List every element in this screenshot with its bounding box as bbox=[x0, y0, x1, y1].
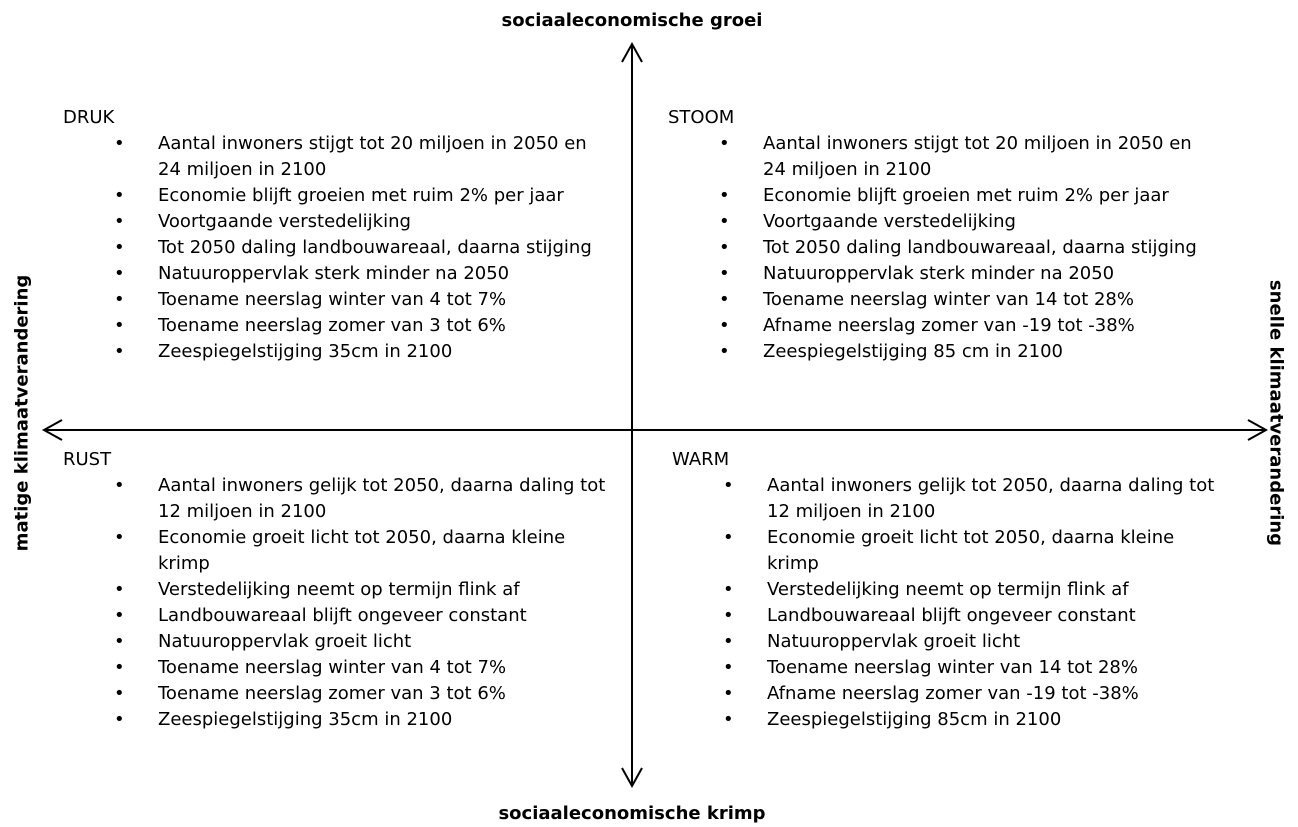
quadrant: RUSTAantal inwoners gelijk tot 2050, daa… bbox=[63, 447, 608, 733]
bullet-item: Natuuroppervlak groeit licht bbox=[723, 629, 1217, 655]
bullet-item: Toename neerslag winter van 14 tot 28% bbox=[719, 287, 1213, 313]
bullet-item: Afname neerslag zomer van -19 tot -38% bbox=[719, 313, 1213, 339]
bullet-item: Toename neerslag zomer van 3 tot 6% bbox=[114, 313, 608, 339]
bullet-item: Afname neerslag zomer van -19 tot -38% bbox=[723, 681, 1217, 707]
bullet-item: Voortgaande verstedelijking bbox=[114, 209, 608, 235]
bullet-item: Toename neerslag winter van 4 tot 7% bbox=[114, 287, 608, 313]
bullet-item: Tot 2050 daling landbouwareaal, daarna s… bbox=[114, 235, 608, 261]
bullet-item: Aantal inwoners gelijk tot 2050, daarna … bbox=[114, 473, 608, 525]
bullet-item: Toename neerslag winter van 4 tot 7% bbox=[114, 655, 608, 681]
axis-label-right: snelle klimaatverandering bbox=[1265, 279, 1287, 547]
bullet-item: Toename neerslag zomer van 3 tot 6% bbox=[114, 681, 608, 707]
bullet-item: Economie groeit licht tot 2050, daarna k… bbox=[114, 525, 608, 577]
quadrant: WARM Aantal inwoners gelijk tot 2050, daa… bbox=[672, 447, 1217, 733]
quadrant: STOOM Aantal inwoners stijgt tot 20 miljo… bbox=[668, 105, 1213, 365]
bullet-item: Zeespiegelstijging 35cm in 2100 bbox=[114, 339, 608, 365]
bullet-item: Aantal inwoners stijgt tot 20 miljoen in… bbox=[719, 131, 1213, 183]
bullet-item: Landbouwareaal blijft ongeveer constant bbox=[114, 603, 608, 629]
arrow-up bbox=[621, 41, 643, 63]
bullet-item: Natuuroppervlak sterk minder na 2050 bbox=[114, 261, 608, 287]
bullet-item: Verstedelijking neemt op termijn flink a… bbox=[114, 577, 608, 603]
bullet-item: Natuuroppervlak groeit licht bbox=[114, 629, 608, 655]
bullet-item: Economie blijft groeien met ruim 2% per … bbox=[719, 183, 1213, 209]
quadrant: DRUK Aantal inwoners stijgt tot 20 miljoe… bbox=[63, 105, 608, 365]
bullet-item: Economie blijft groeien met ruim 2% per … bbox=[114, 183, 608, 209]
bullet-item: Zeespiegelstijging 85 cm in 2100 bbox=[719, 339, 1213, 365]
bullet-item: Natuuroppervlak sterk minder na 2050 bbox=[719, 261, 1213, 287]
bullet-item: Economie groeit licht tot 2050, daarna k… bbox=[723, 525, 1217, 577]
bullet-item: Landbouwareaal blijft ongeveer constant bbox=[723, 603, 1217, 629]
axis-label-top: sociaaleconomische groei bbox=[501, 10, 763, 31]
arrow-down bbox=[621, 767, 643, 789]
bullet-item: Toename neerslag winter van 14 tot 28% bbox=[723, 655, 1217, 681]
bullet-item: Aantal inwoners stijgt tot 20 miljoen in… bbox=[114, 131, 608, 183]
arrow-left bbox=[41, 419, 63, 441]
bullet-item: Voortgaande verstedelijking bbox=[719, 209, 1213, 235]
bullet-item: Tot 2050 daling landbouwareaal, daarna s… bbox=[719, 235, 1213, 261]
quadrant-title: RUST bbox=[63, 449, 112, 470]
axis-label-bottom: sociaaleconomische krimp bbox=[498, 803, 766, 824]
quadrant-title: DRUK bbox=[63, 107, 115, 128]
bullet-item: Aantal inwoners gelijk tot 2050, daarna … bbox=[723, 473, 1217, 525]
bullet-item: Zeespiegelstijging 35cm in 2100 bbox=[114, 707, 608, 733]
axis-label-left: matige klimaatverandering bbox=[11, 274, 33, 552]
quadrant-title: STOOM bbox=[668, 107, 735, 128]
bullet-item: Verstedelijking neemt op termijn flink a… bbox=[723, 577, 1217, 603]
bullet-item: Zeespiegelstijging 85cm in 2100 bbox=[723, 707, 1217, 733]
arrow-right bbox=[1247, 419, 1269, 441]
quadrant-title: WARM bbox=[672, 449, 730, 470]
